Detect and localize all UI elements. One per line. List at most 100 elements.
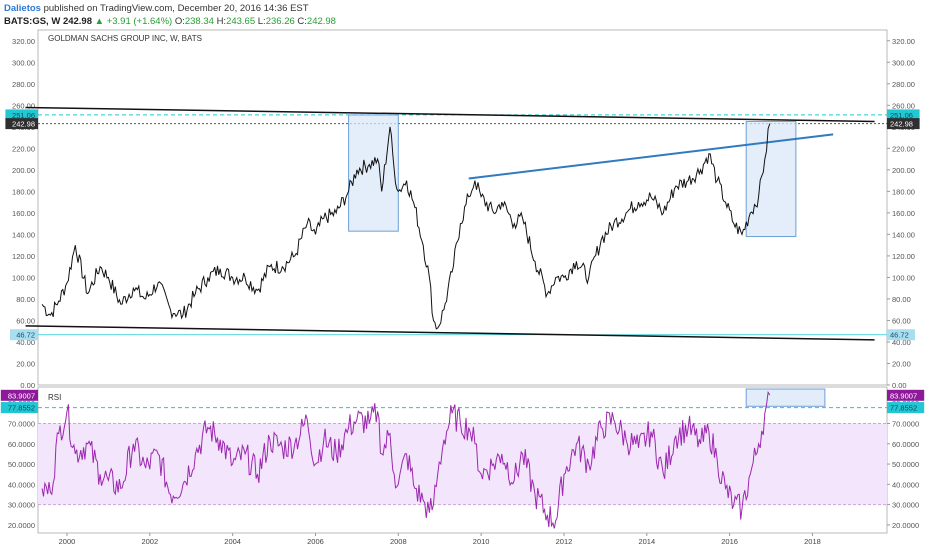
high-label: H:	[216, 16, 227, 27]
rsi-annotations: 83.9007 83.9007 77.8552 77.8552	[0, 389, 925, 414]
price-badge-right	[887, 329, 915, 341]
rsi-tick-left: 40.0000	[8, 480, 35, 489]
rsi-axis-left[interactable]: 20.0000 30.0000 40.0000 50.0000 60.0000 70.00…	[8, 399, 35, 530]
price-tick-right: 260.00	[892, 101, 915, 110]
time-tick-label: 2000	[59, 537, 76, 546]
chart-header: Dalietos published on TradingView.com, D…	[4, 2, 336, 28]
rsi-pane[interactable]: RSI 20.0000 30.0000 40.0000 50.0000 60.0000 7…	[0, 386, 925, 534]
price-badge-right	[887, 118, 920, 130]
price-badge-left	[5, 109, 38, 121]
price-tick-right: 220.00	[892, 144, 915, 153]
rsi-highlight-box[interactable]	[745, 388, 826, 407]
low-value: 236.26	[265, 16, 295, 27]
price-badge-left	[0, 389, 39, 401]
price-tick-left: 220.00	[12, 144, 35, 153]
price-tick-left: 280.00	[12, 80, 35, 89]
price-badge-right-text: 46.72	[890, 331, 909, 340]
price-tick-right: 300.00	[892, 58, 915, 67]
rsi-tick-right: 40.0000	[892, 480, 919, 489]
price-series-line	[41, 123, 771, 330]
price-badge-right	[887, 109, 920, 121]
rsi-tick-right: 30.0000	[892, 501, 919, 510]
close-label: C:	[297, 16, 307, 27]
price-badge-right-text: 242.98	[890, 120, 913, 129]
time-tick-label: 2018	[804, 537, 821, 546]
price-tick-right: 80.00	[892, 295, 911, 304]
price-tick-right: 20.00	[892, 359, 911, 368]
rsi-pane-title: RSI	[48, 393, 61, 402]
price-tick-left: 180.00	[12, 187, 35, 196]
rsi-axis-right[interactable]: 20.0000 30.0000 40.0000 50.0000 60.0000 70.00…	[887, 399, 919, 530]
rsi-tick-left: 70.0000	[8, 420, 35, 429]
price-badge-left	[10, 329, 38, 341]
price-tick-left: 80.00	[16, 295, 35, 304]
price-tick-left: 0.00	[20, 381, 35, 390]
price-tick-left: 40.00	[16, 338, 35, 347]
rsi-tick-right: 20.0000	[892, 521, 919, 530]
rsi-tick-left: 30.0000	[8, 501, 35, 510]
time-tick-label: 2008	[390, 537, 407, 546]
time-tick-label: 2006	[307, 537, 324, 546]
rsi-overlays	[38, 388, 887, 409]
last-price: 242.98	[62, 16, 92, 27]
time-tick-label: 2002	[141, 537, 158, 546]
author-link[interactable]: Dalietos	[4, 3, 41, 14]
drawing-overlays[interactable]	[25, 106, 887, 341]
price-badge-right	[887, 402, 925, 414]
price-tick-right: 60.00	[892, 316, 911, 325]
price-badge-left-text: 251.06	[12, 111, 35, 120]
price-badge-left-text: 46.72	[16, 331, 35, 340]
price-pane[interactable]: GOLDMAN SACHS GROUP INC, W, BATS 0.00 20.…	[5, 29, 920, 390]
price-tick-right: 140.00	[892, 230, 915, 239]
lower-trendline[interactable]	[25, 325, 875, 341]
time-axis[interactable]: 2000 2002 2004 2006 2008 2010 2012 2014 2016 2018	[59, 533, 821, 546]
price-tick-right: 280.00	[892, 80, 915, 89]
price-tick-right: 40.00	[892, 338, 911, 347]
price-tick-left: 260.00	[12, 101, 35, 110]
rsi-band-fill	[38, 423, 887, 505]
rsi-tick-right: 50.0000	[892, 460, 919, 469]
price-tick-left: 100.00	[12, 273, 35, 282]
rsi-tick-left: 50.0000	[8, 460, 35, 469]
upper-trendline[interactable]	[25, 106, 875, 123]
price-pane-title: GOLDMAN SACHS GROUP INC, W, BATS	[48, 34, 202, 43]
rsi-tick-right: 70.0000	[892, 420, 919, 429]
price-badge-right-text: 83.9007	[890, 391, 917, 400]
open-label: O:	[174, 16, 185, 27]
price-tick-right: 320.00	[892, 37, 915, 46]
high-value: 243.65	[226, 16, 256, 27]
price-tick-right: 100.00	[892, 273, 915, 282]
open-value: 238.34	[184, 16, 214, 27]
price-tick-left: 140.00	[12, 230, 35, 239]
rsi-tick-right: 60.0000	[892, 440, 919, 449]
time-tick-label: 2012	[556, 537, 573, 546]
price-tick-right: 200.00	[892, 166, 915, 175]
price-tick-left: 20.00	[16, 359, 35, 368]
quote-line: BATS:GS, W 242.98 ▲ +3.91 (+1.64%) O:238…	[4, 15, 336, 28]
price-axis-right[interactable]: 0.00 20.00 40.00 60.00 80.00 100.00 120.00 140.…	[887, 37, 915, 390]
price-badge-left	[0, 402, 39, 414]
price-badge-right	[887, 389, 925, 401]
price-tick-left: 60.00	[16, 316, 35, 325]
price-tick-left: 320.00	[12, 37, 35, 46]
price-badge-right-text: 251.06	[890, 111, 913, 120]
price-tick-left: 160.00	[12, 209, 35, 218]
symbol-label: BATS:GS, W	[4, 16, 61, 27]
price-tick-left: 300.00	[12, 58, 35, 67]
rsi-tick-left: 60.0000	[8, 440, 35, 449]
price-badge-left-text: 83.9007	[8, 391, 35, 400]
rsi-series-line	[41, 390, 771, 529]
rsi-tick-left: 20.0000	[8, 521, 35, 530]
highlight-box-2007[interactable]	[348, 114, 399, 232]
publish-info: published on TradingView.com, December 2…	[40, 3, 309, 14]
time-tick-label: 2014	[638, 537, 655, 546]
time-tick-label: 2010	[473, 537, 490, 546]
price-badge-left	[5, 118, 38, 130]
highlight-box-2016[interactable]	[745, 120, 797, 238]
price-tick-left: 200.00	[12, 166, 35, 175]
price-badge-left-text: 242.98	[12, 120, 35, 129]
rising-trendline[interactable]	[468, 133, 834, 180]
price-tick-right: 180.00	[892, 187, 915, 196]
